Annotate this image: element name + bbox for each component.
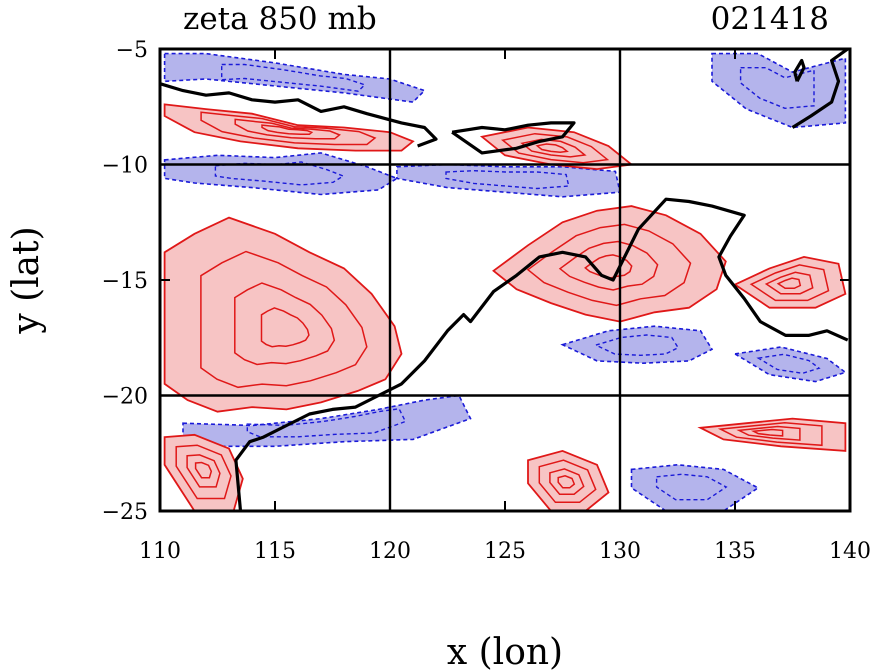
coastline bbox=[234, 197, 849, 511]
positive-contour-line bbox=[186, 454, 221, 488]
y-tick-labels: −5 −10 −15 −20 −25 bbox=[102, 38, 148, 525]
negative-vorticity-region bbox=[732, 346, 848, 383]
positive-contour-line bbox=[200, 111, 377, 146]
negative-contour-line bbox=[756, 353, 821, 375]
negative-vorticity-region bbox=[560, 325, 714, 365]
positive-contour-line bbox=[717, 421, 823, 447]
negative-vorticity-region bbox=[396, 163, 621, 198]
gridlines bbox=[160, 49, 850, 511]
coastline bbox=[793, 58, 806, 83]
x-tick-label: 125 bbox=[484, 539, 526, 564]
y-tick-label: −25 bbox=[102, 500, 148, 525]
chart-title: zeta 850 mb bbox=[183, 1, 377, 37]
positive-contour-line bbox=[557, 475, 576, 489]
x-axis-label: x (lon) bbox=[447, 632, 563, 672]
coastline bbox=[451, 121, 576, 155]
negative-vorticity-region bbox=[711, 52, 847, 129]
positive-contour-line bbox=[535, 143, 569, 154]
y-tick-label: −15 bbox=[102, 269, 148, 294]
time-label: 021418 bbox=[711, 1, 829, 37]
y-axis-label: y (lat) bbox=[6, 226, 47, 334]
positive-contour-line bbox=[200, 250, 368, 389]
positive-contour-line bbox=[500, 132, 610, 164]
positive-vorticity-region bbox=[163, 216, 403, 413]
x-tick-label: 110 bbox=[139, 539, 181, 564]
negative-contour-line bbox=[214, 161, 345, 186]
x-tick-label: 135 bbox=[714, 539, 756, 564]
y-tick-label: −20 bbox=[102, 385, 148, 410]
positive-contour-line bbox=[234, 282, 336, 366]
positive-contour-line bbox=[750, 428, 784, 437]
x-tick-label: 115 bbox=[254, 539, 296, 564]
coastline bbox=[160, 82, 438, 148]
positive-contour-line bbox=[526, 223, 692, 307]
x-tick-labels: 110 115 120 125 130 135 140 bbox=[139, 539, 871, 564]
positive-contour-line bbox=[538, 459, 597, 504]
positive-contour-line bbox=[175, 444, 232, 500]
positive-contour-line bbox=[558, 240, 659, 291]
plot-area bbox=[160, 49, 849, 511]
positive-contour-line bbox=[234, 118, 341, 140]
x-tick-label: 130 bbox=[599, 539, 641, 564]
positive-contour-line bbox=[776, 277, 802, 290]
y-tick-label: −5 bbox=[116, 38, 148, 63]
positive-contour-line bbox=[764, 271, 814, 295]
positive-contour-line bbox=[749, 264, 830, 302]
negative-contour-line bbox=[739, 67, 815, 110]
positive-contour-line bbox=[736, 425, 801, 441]
y-tick-label: −10 bbox=[102, 154, 148, 179]
negative-contour-line bbox=[655, 473, 728, 501]
x-tick-label: 140 bbox=[829, 539, 871, 564]
negative-contour-line bbox=[221, 63, 366, 92]
negative-vorticity-region bbox=[630, 463, 760, 511]
coastline bbox=[791, 49, 849, 129]
positive-contour-line bbox=[261, 124, 314, 136]
positive-contour-line bbox=[260, 307, 310, 348]
negative-vorticity-region bbox=[163, 52, 426, 103]
tick-marks bbox=[159, 48, 851, 512]
positive-contour-line bbox=[549, 468, 585, 495]
positive-contour-line bbox=[194, 461, 213, 479]
negative-vorticity-region bbox=[163, 152, 399, 196]
x-tick-label: 120 bbox=[369, 539, 411, 564]
